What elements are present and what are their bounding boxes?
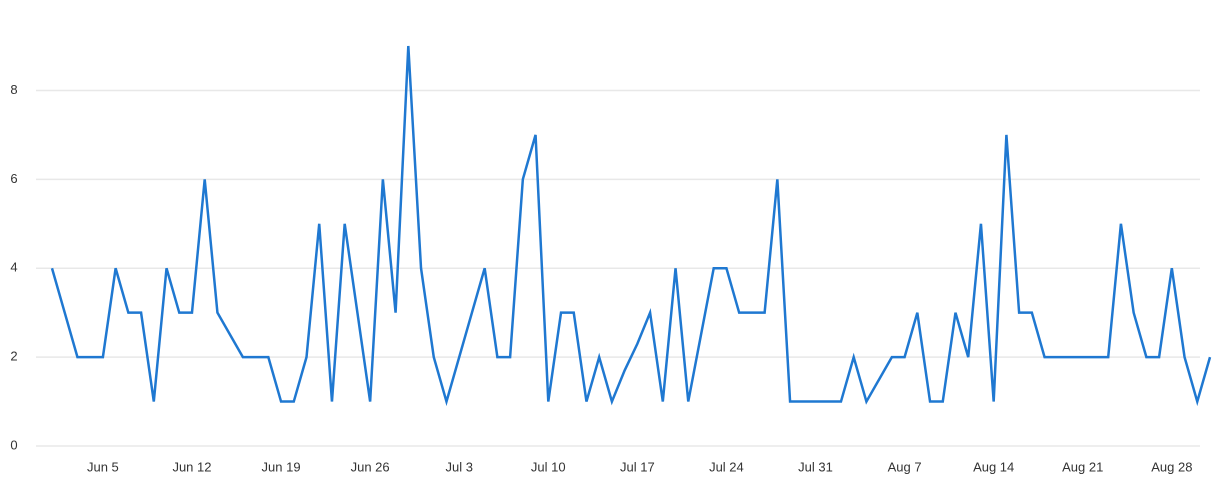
x-tick-label: Jun 26	[351, 459, 390, 474]
x-tick-label: Jun 19	[262, 459, 301, 474]
x-tick-label: Jun 5	[87, 459, 119, 474]
x-tick-label: Jul 24	[709, 459, 744, 474]
y-tick-label: 4	[10, 260, 17, 275]
x-tick-label: Jul 17	[620, 459, 655, 474]
y-tick-label: 2	[10, 349, 17, 364]
x-tick-label: Aug 28	[1151, 459, 1192, 474]
x-tick-label: Jul 31	[798, 459, 833, 474]
x-tick-label: Jun 12	[172, 459, 211, 474]
y-tick-label: 8	[10, 82, 17, 97]
x-tick-label: Jul 3	[445, 459, 472, 474]
x-tick-label: Aug 7	[888, 459, 922, 474]
x-tick-label: Aug 21	[1062, 459, 1103, 474]
x-tick-label: Jul 10	[531, 459, 566, 474]
y-tick-label: 6	[10, 171, 17, 186]
x-tick-label: Aug 14	[973, 459, 1014, 474]
data-line	[50, 45, 1212, 407]
y-tick-label: 0	[10, 437, 17, 452]
